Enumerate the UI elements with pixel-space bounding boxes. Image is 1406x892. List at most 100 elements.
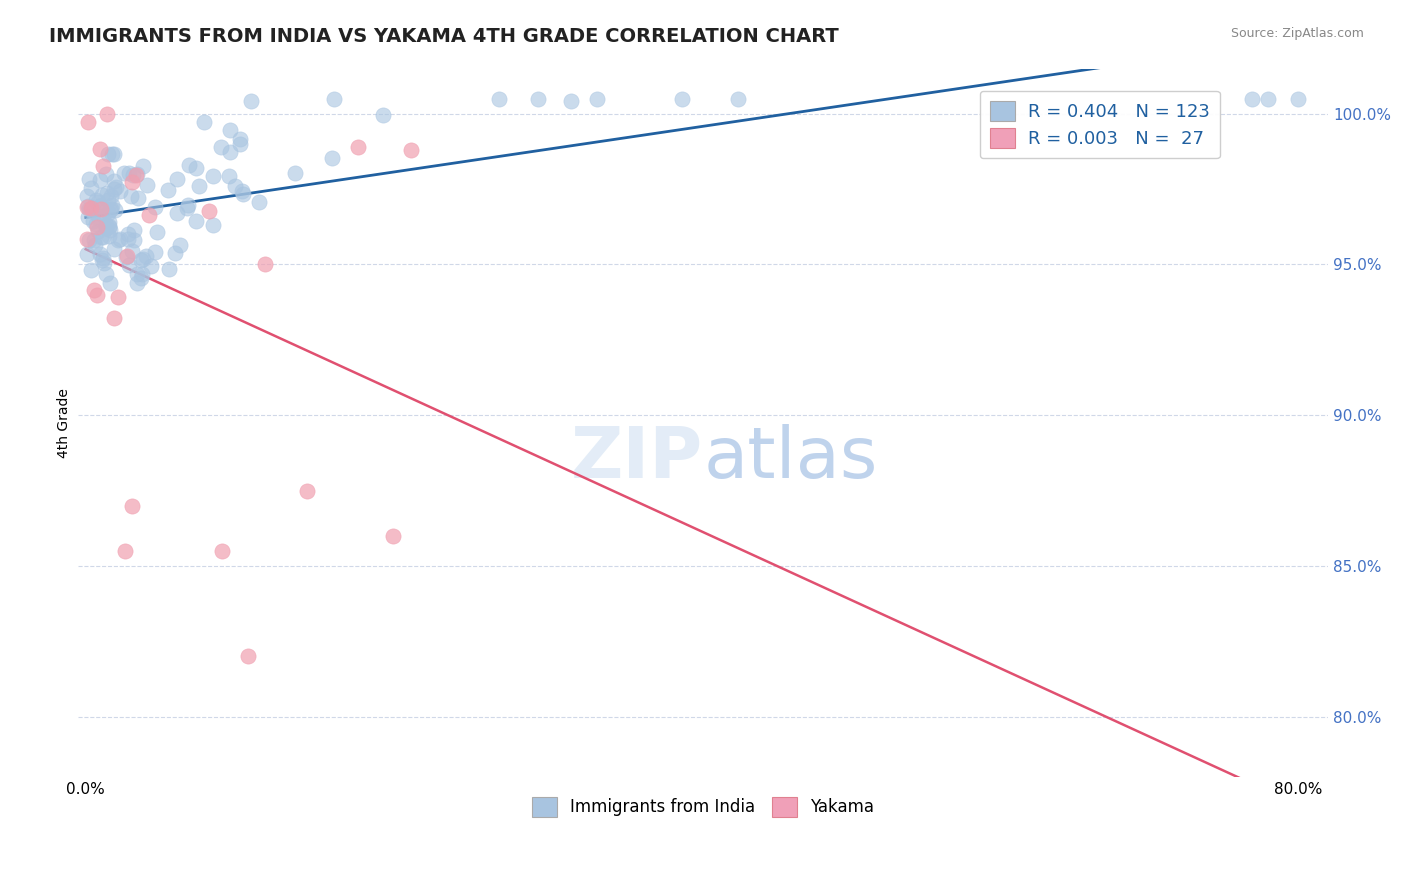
Point xyxy=(89,141,111,155)
Point xyxy=(115,249,138,263)
Point xyxy=(84,217,107,231)
Point xyxy=(145,200,167,214)
Point xyxy=(107,290,129,304)
Point xyxy=(322,92,344,106)
Point xyxy=(89,199,111,213)
Point xyxy=(184,161,207,176)
Point xyxy=(103,174,125,188)
Point xyxy=(83,237,105,252)
Point xyxy=(143,244,166,259)
Point xyxy=(94,221,117,235)
Point xyxy=(108,232,131,246)
Point xyxy=(101,198,124,212)
Point xyxy=(96,218,118,232)
Point xyxy=(103,242,125,256)
Point xyxy=(211,543,233,558)
Point xyxy=(127,191,149,205)
Point xyxy=(76,199,98,213)
Point xyxy=(89,247,111,261)
Point xyxy=(90,230,112,244)
Point xyxy=(346,139,368,153)
Point xyxy=(136,178,159,193)
Point xyxy=(86,224,108,238)
Point xyxy=(83,283,105,297)
Point xyxy=(98,223,121,237)
Point xyxy=(197,204,219,219)
Point xyxy=(80,181,103,195)
Point xyxy=(560,94,582,108)
Point xyxy=(98,276,121,290)
Point xyxy=(90,202,112,216)
Point xyxy=(104,179,127,194)
Point xyxy=(284,166,307,180)
Point xyxy=(321,152,343,166)
Point xyxy=(94,268,117,282)
Point xyxy=(107,233,129,247)
Point xyxy=(209,140,232,154)
Point xyxy=(77,210,100,224)
Point xyxy=(132,159,155,173)
Point xyxy=(100,189,122,203)
Point xyxy=(124,223,146,237)
Point xyxy=(82,214,104,228)
Point xyxy=(166,205,188,219)
Point xyxy=(193,115,215,129)
Point xyxy=(488,92,510,106)
Point xyxy=(115,250,138,264)
Point xyxy=(229,137,252,152)
Text: Source: ZipAtlas.com: Source: ZipAtlas.com xyxy=(1230,27,1364,40)
Point xyxy=(82,204,104,219)
Point xyxy=(98,202,121,217)
Point xyxy=(371,108,394,122)
Point xyxy=(176,201,198,215)
Point xyxy=(727,92,749,106)
Point xyxy=(77,233,100,247)
Point xyxy=(90,188,112,202)
Point xyxy=(232,186,254,201)
Point xyxy=(77,202,100,216)
Point xyxy=(295,483,318,498)
Point xyxy=(79,172,101,186)
Point xyxy=(76,232,98,246)
Point xyxy=(125,168,148,182)
Legend: Immigrants from India, Yakama: Immigrants from India, Yakama xyxy=(523,789,883,825)
Point xyxy=(91,252,114,267)
Point xyxy=(117,227,139,241)
Point xyxy=(96,186,118,200)
Point xyxy=(120,188,142,202)
Point xyxy=(101,147,124,161)
Point xyxy=(121,244,143,259)
Point xyxy=(1257,92,1279,106)
Point xyxy=(177,198,200,212)
Point xyxy=(89,172,111,186)
Point xyxy=(118,166,141,180)
Point xyxy=(125,267,148,281)
Text: ZIP: ZIP xyxy=(571,424,703,492)
Point xyxy=(110,184,132,198)
Point xyxy=(76,189,98,203)
Point xyxy=(125,276,148,290)
Point xyxy=(586,92,609,106)
Point xyxy=(254,257,277,271)
Point xyxy=(401,143,423,157)
Point xyxy=(201,218,224,232)
Point xyxy=(219,145,242,159)
Point xyxy=(97,147,120,161)
Point xyxy=(98,215,121,229)
Point xyxy=(135,249,157,263)
Point xyxy=(77,114,100,128)
Point xyxy=(91,159,114,173)
Point xyxy=(94,167,117,181)
Text: IMMIGRANTS FROM INDIA VS YAKAMA 4TH GRADE CORRELATION CHART: IMMIGRANTS FROM INDIA VS YAKAMA 4TH GRAD… xyxy=(49,27,839,45)
Point xyxy=(87,195,110,210)
Point xyxy=(188,178,211,193)
Point xyxy=(125,167,148,181)
Point xyxy=(103,311,125,326)
Point xyxy=(76,247,98,261)
Point xyxy=(83,233,105,247)
Point xyxy=(121,175,143,189)
Point xyxy=(129,271,152,285)
Point xyxy=(89,199,111,213)
Point xyxy=(96,193,118,207)
Point xyxy=(91,230,114,244)
